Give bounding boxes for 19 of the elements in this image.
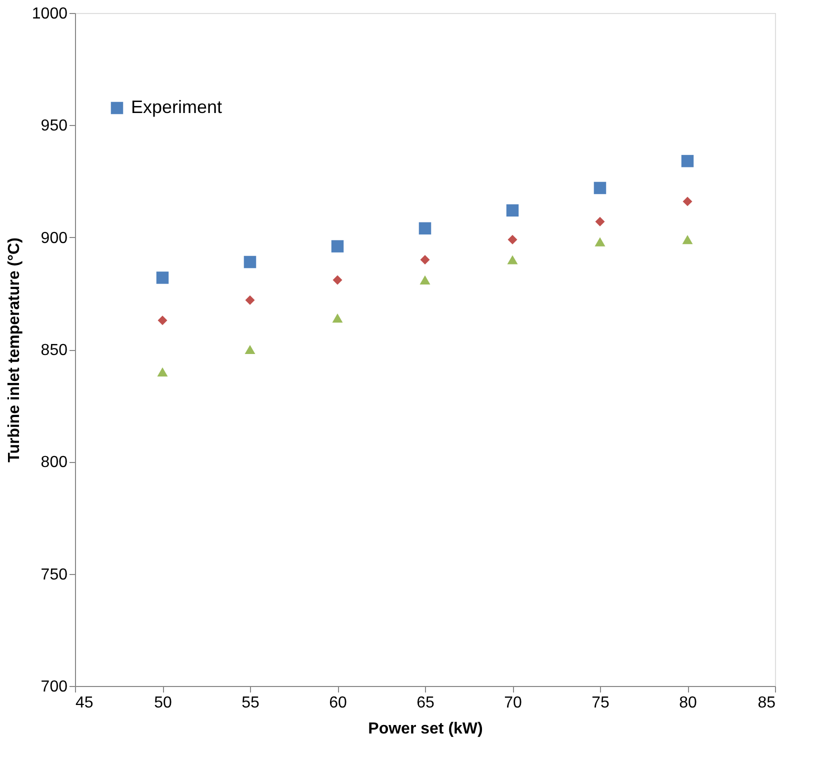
x-tick-label: 75 [592,694,610,712]
y-axis-title: Turbine inlet temperature (°C) [6,238,23,462]
y-tick-label: 800 [40,454,68,472]
y-tick-label: 900 [40,230,68,247]
x-tick-label: 50 [154,694,172,712]
x-tick-label: 80 [679,694,697,712]
y-tick-label: 850 [40,342,68,359]
y-tick-label: 950 [40,118,68,135]
x-tick-label: 85 [758,694,776,712]
x-axis-title: Power set (kW) [368,720,483,738]
x-tick-label: 55 [242,694,260,712]
x-tick-label: 45 [76,694,94,712]
x-tick-label: 65 [416,694,434,712]
y-tick-label: 750 [40,566,68,584]
x-tick-label: 60 [329,694,347,712]
legend-label: Experiment [131,97,222,117]
x-tick-label: 70 [504,694,522,712]
y-tick-label: 1000 [32,6,68,22]
y-tick-label: 700 [40,678,68,696]
